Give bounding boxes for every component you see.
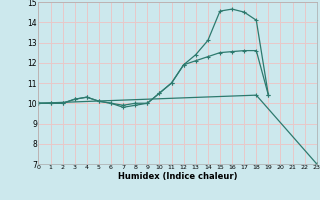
X-axis label: Humidex (Indice chaleur): Humidex (Indice chaleur) [118, 172, 237, 181]
